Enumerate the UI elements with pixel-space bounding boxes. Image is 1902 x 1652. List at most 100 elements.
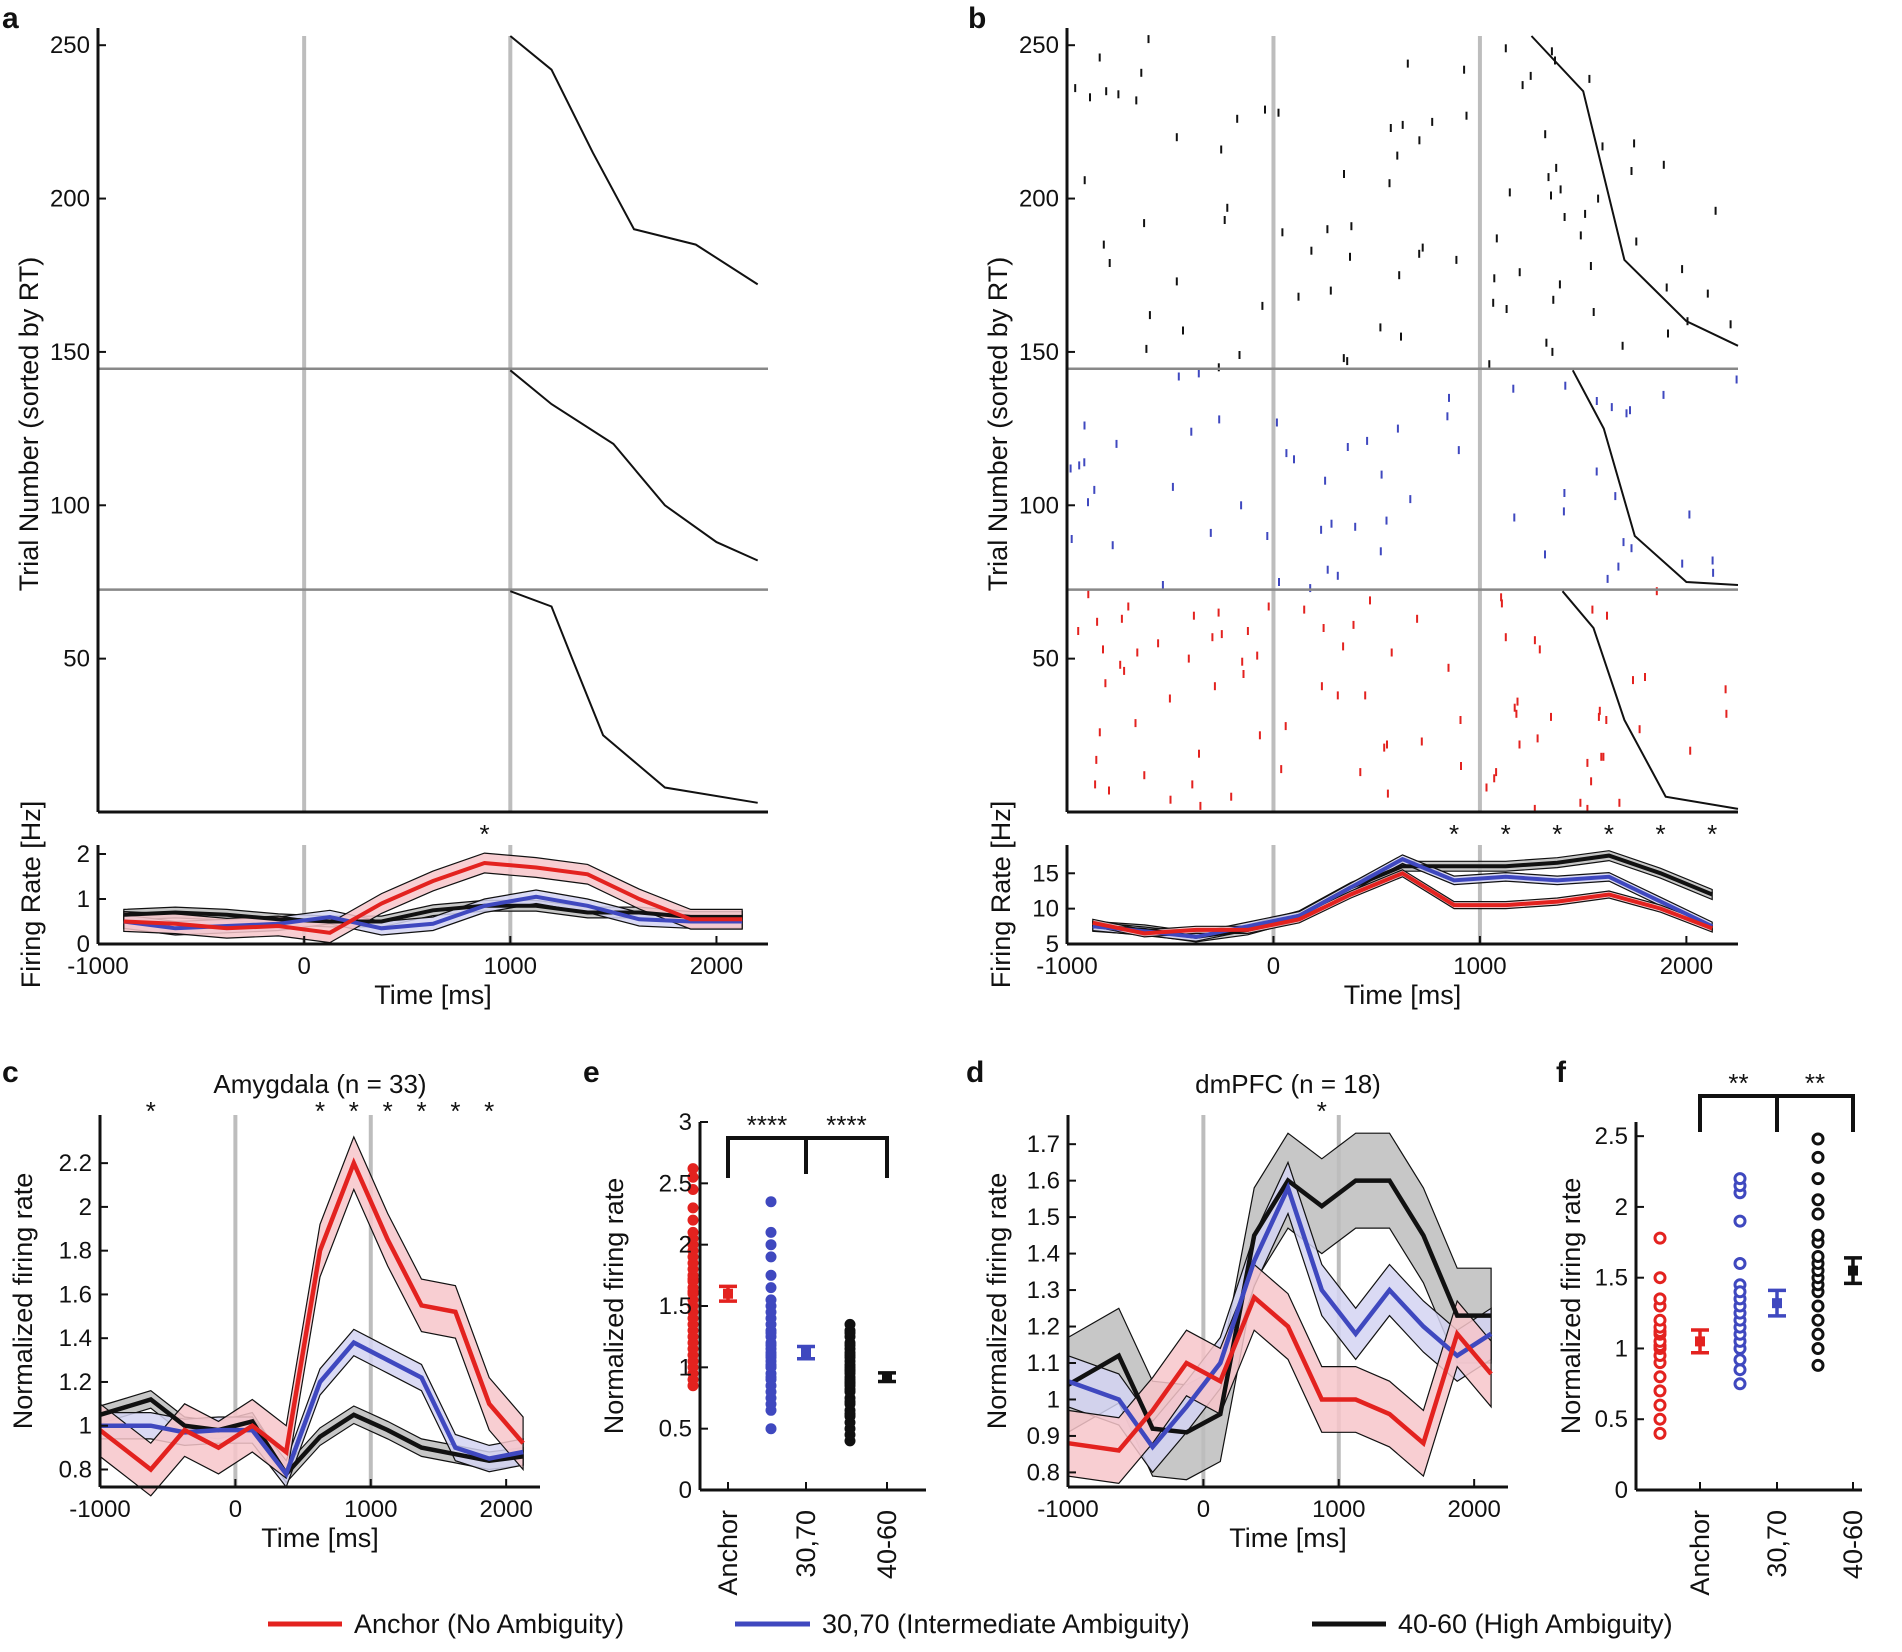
panel-f-scatter: Anchor 30,70 40-60 0 0.5 1 1.5 2 2.5 Normalized f… — [1556, 1068, 1868, 1596]
panel-a-rt-curve-40-60 — [509, 35, 759, 286]
panel-f-data-point — [1811, 1358, 1825, 1372]
panel-e-points-30-70 — [765, 1196, 777, 1435]
panel-b-rate-significance-marker: * — [1604, 819, 1614, 849]
panel-d-y-tick-label: 0.9 — [1027, 1423, 1060, 1450]
panel-c-significance-marker: * — [383, 1096, 393, 1126]
panel-b-rate-x-tick-label: 0 — [1267, 953, 1280, 980]
panel-b-rate-y-axis-label: Firing Rate [Hz] — [986, 801, 1016, 989]
panel-f-data-point — [1733, 1285, 1747, 1299]
panel-c-x-axis-label: Time [ms] — [261, 1523, 379, 1553]
panel-c-y-tick-label: 2.2 — [59, 1150, 92, 1177]
panel-b-rate-x-tick-label: -1000 — [1036, 953, 1097, 980]
panel-f-y-axis-label: Normalized firing rate — [1556, 1178, 1586, 1435]
panel-c-y-tick-label: 0.8 — [59, 1456, 92, 1483]
panel-e-data-point — [844, 1339, 856, 1351]
panel-a-rate-series-line-anchor — [123, 860, 743, 935]
panel-d-y-tick-label: 1.4 — [1027, 1241, 1060, 1268]
panel-f-y-tick-label: 1 — [1615, 1335, 1628, 1362]
panel-f-mean-marker — [1695, 1336, 1705, 1347]
panel-b-rate-x-tick-label: 2000 — [1660, 953, 1713, 980]
panel-e-y-tick-label: 1.5 — [659, 1293, 692, 1320]
panel-f-data-point — [1653, 1292, 1667, 1306]
panel-label-a: a — [2, 2, 19, 35]
panel-a-y-tick-label: 200 — [50, 186, 90, 213]
panel-f-data-point — [1811, 1207, 1825, 1221]
panel-f-data-point — [1733, 1214, 1747, 1228]
panel-e-data-point — [844, 1408, 856, 1420]
panel-d-x-tick-label: 1000 — [1312, 1496, 1365, 1523]
panel-e-data-point — [687, 1163, 699, 1175]
panel-c-y-tick-label: 1.2 — [59, 1369, 92, 1396]
panel-c-x-tick-label: -1000 — [69, 1496, 130, 1523]
panel-b-rate-y-tick-label: 10 — [1032, 896, 1059, 923]
panel-f-data-point — [1811, 1327, 1825, 1341]
panel-d-series-line-30-70 — [1067, 1181, 1493, 1451]
panel-f-data-point — [1733, 1257, 1747, 1270]
panel-d-y-tick-label: 0.8 — [1027, 1459, 1060, 1486]
panel-f-data-point — [1811, 1172, 1825, 1186]
panel-f-data-point — [1653, 1231, 1667, 1245]
panel-label-d: d — [966, 1056, 984, 1089]
panel-d-y-tick-label: 1.7 — [1027, 1131, 1060, 1158]
panel-d-x-tick-label: 0 — [1197, 1496, 1210, 1523]
panel-b-rate-significance-marker: * — [1501, 819, 1511, 849]
panel-e-data-point — [844, 1396, 856, 1408]
panel-label-f: f — [1556, 1056, 1567, 1089]
panel-b-rate-significance-marker: * — [1707, 819, 1717, 849]
panel-a-rate-series-line-40-60 — [123, 903, 743, 924]
panel-b-rate-significance-marker: * — [1449, 819, 1459, 849]
panel-e-mean-marker — [723, 1288, 733, 1299]
panel-f-y-tick-label: 1.5 — [1595, 1265, 1628, 1292]
panel-b-rate-y-tick-label: 15 — [1032, 860, 1059, 887]
panel-e-data-point — [765, 1339, 777, 1351]
panel-c-amygdala: 0.8 1 1.2 1.4 1.6 1.8 2 2.2 -1000 0 1000 2000 Time [… — [8, 1069, 540, 1553]
legend: Anchor (No Ambiguity) 30,70 (Intermediat… — [268, 1609, 1673, 1639]
panel-a-rate-y-tick-label: 0 — [77, 931, 90, 958]
panel-c-y-tick-label: 1.4 — [59, 1325, 92, 1352]
panel-f-data-point — [1811, 1313, 1825, 1327]
panel-label-b: b — [968, 2, 986, 35]
panel-f-sig-bracket — [1775, 1094, 1855, 1132]
panel-e-data-point — [765, 1327, 777, 1339]
panel-e-data-point — [687, 1214, 699, 1226]
panel-f-data-point — [1653, 1398, 1667, 1412]
panel-e-scatter: Anchor 30,70 40-60 0 0.5 1 1.5 2 2.5 3 Normalized … — [599, 1109, 926, 1596]
panel-c-significance-marker: * — [484, 1096, 494, 1126]
panel-a-rate-y-tick-label: 1 — [77, 886, 90, 913]
panel-a-rate-x-axis-label: Time [ms] — [374, 980, 492, 1010]
panel-c-significance-marker: * — [450, 1096, 460, 1126]
panel-e-data-point — [687, 1202, 699, 1214]
panel-e-data-point — [765, 1226, 777, 1238]
panel-d-y-tick-label: 1.1 — [1027, 1350, 1060, 1377]
legend-label-intermediate: 30,70 (Intermediate Ambiguity) — [822, 1609, 1190, 1639]
panel-e-y-tick-label: 2 — [679, 1232, 692, 1259]
panel-f-data-point — [1811, 1250, 1825, 1263]
panel-d-title: dmPFC (n = 18) — [1195, 1069, 1381, 1099]
panel-c-x-tick-label: 2000 — [479, 1496, 532, 1523]
panel-a-rt-curve-30-70 — [509, 369, 759, 562]
panel-e-data-point — [765, 1371, 777, 1383]
panel-f-data-point — [1811, 1342, 1825, 1355]
panel-a-y-axis-label: Trial Number (sorted by RT) — [14, 257, 44, 592]
panel-a-raster: 50 100 150 200 250 Trial Number (sorted by RT… — [14, 28, 768, 814]
panel-c-y-axis-label: Normalized firing rate — [8, 1173, 38, 1430]
panel-b-y-tick-label: 50 — [1032, 646, 1059, 673]
panel-a-rt-curve-anchor — [509, 590, 758, 804]
panel-e-data-point — [765, 1361, 777, 1373]
panel-e-data-point — [765, 1423, 777, 1435]
panel-d-significance-marker: * — [1317, 1096, 1327, 1126]
panel-c-x-tick-label: 0 — [229, 1496, 242, 1523]
panel-d-x-tick-label: 2000 — [1447, 1496, 1500, 1523]
panel-e-data-point — [687, 1184, 699, 1195]
panel-b-spikes-40-60 — [1074, 35, 1732, 372]
panel-e-sig-bracket — [804, 1136, 889, 1178]
panel-f-mean-marker — [1772, 1298, 1782, 1309]
panel-e-data-point — [765, 1398, 777, 1410]
panel-e-data-point — [765, 1306, 777, 1318]
panel-d-series-line-anchor — [1067, 1293, 1493, 1453]
panel-b-y-tick-label: 150 — [1019, 339, 1059, 366]
panel-f-data-point — [1653, 1370, 1667, 1384]
panel-b-spikes-anchor — [1077, 587, 1728, 813]
panel-f-data-point — [1653, 1412, 1667, 1426]
panel-a-rate-x-tick-label: -1000 — [67, 953, 128, 980]
